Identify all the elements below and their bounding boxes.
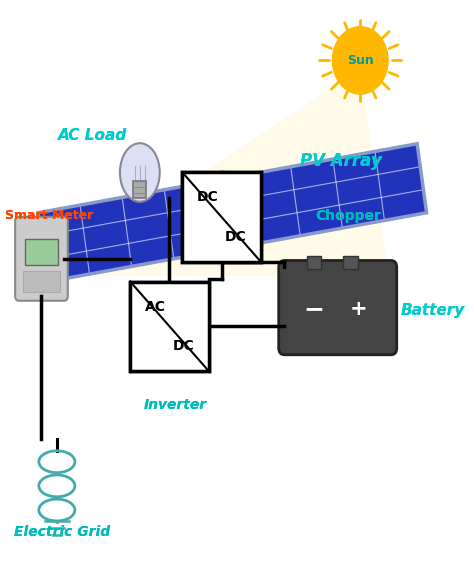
Text: DC: DC <box>225 229 246 244</box>
Text: PV Array: PV Array <box>301 152 382 170</box>
Polygon shape <box>47 69 389 276</box>
FancyBboxPatch shape <box>25 239 58 264</box>
Text: Electric Grid: Electric Grid <box>14 525 109 539</box>
Text: −: − <box>304 297 325 321</box>
Text: Chopper: Chopper <box>315 209 381 223</box>
Text: Battery: Battery <box>401 303 465 318</box>
Text: Inverter: Inverter <box>144 398 207 412</box>
FancyBboxPatch shape <box>307 256 321 269</box>
FancyBboxPatch shape <box>182 172 261 262</box>
FancyBboxPatch shape <box>182 172 261 262</box>
Text: Inverter: Inverter <box>144 398 207 412</box>
Text: DC: DC <box>173 339 194 353</box>
Ellipse shape <box>120 143 160 202</box>
FancyBboxPatch shape <box>23 271 60 292</box>
Text: AC: AC <box>145 300 166 314</box>
FancyBboxPatch shape <box>343 256 358 269</box>
Text: Sun: Sun <box>347 54 374 67</box>
FancyBboxPatch shape <box>130 282 209 371</box>
Text: AC Load: AC Load <box>58 128 127 143</box>
Text: Battery: Battery <box>401 303 465 318</box>
Text: Electric Grid: Electric Grid <box>14 525 109 539</box>
Text: PV Array: PV Array <box>301 152 382 170</box>
Text: DC: DC <box>173 339 194 353</box>
Text: DC: DC <box>197 190 219 205</box>
Text: Chopper: Chopper <box>315 209 381 223</box>
Polygon shape <box>38 144 427 282</box>
Text: Smart Meter: Smart Meter <box>5 209 93 222</box>
Text: DC: DC <box>225 229 246 244</box>
Text: AC: AC <box>145 300 166 314</box>
FancyBboxPatch shape <box>130 282 209 371</box>
FancyBboxPatch shape <box>133 181 146 198</box>
FancyBboxPatch shape <box>279 260 397 355</box>
Text: +: + <box>350 299 368 319</box>
Text: DC: DC <box>197 190 219 205</box>
Text: AC Load: AC Load <box>58 128 127 143</box>
Text: Smart Meter: Smart Meter <box>5 209 93 222</box>
FancyBboxPatch shape <box>15 217 68 301</box>
Circle shape <box>333 27 388 94</box>
